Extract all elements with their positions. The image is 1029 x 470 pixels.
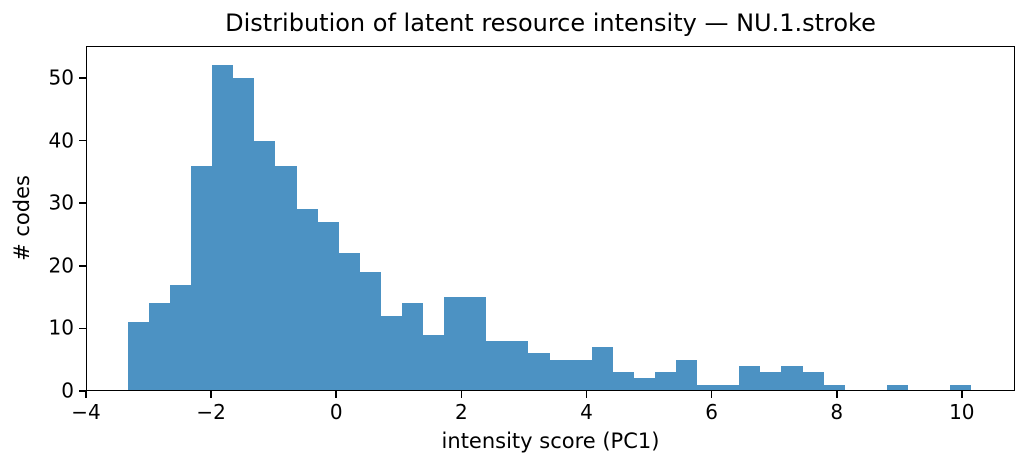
histogram-bar (149, 303, 171, 391)
y-tick-mark (79, 77, 86, 79)
histogram-bar (612, 372, 634, 391)
histogram-bar (191, 165, 213, 391)
histogram-bar (654, 372, 677, 391)
histogram-bar (254, 140, 276, 391)
chart-title: Distribution of latent resource intensit… (225, 9, 876, 37)
histogram-bar (950, 384, 972, 391)
x-tick-mark (210, 391, 212, 398)
histogram-bar (296, 209, 318, 391)
histogram-bar (760, 372, 782, 391)
histogram-bar (444, 297, 466, 391)
histogram-bar (570, 359, 592, 391)
histogram-bar (739, 365, 761, 391)
histogram-bar (886, 384, 908, 391)
histogram-bar (212, 65, 234, 391)
plot-area (86, 46, 1015, 391)
histogram-bar (676, 359, 698, 391)
x-tick-label: −2 (196, 400, 226, 424)
histogram-bar (127, 322, 149, 391)
histogram-bar (781, 365, 803, 391)
histogram-bar (633, 378, 655, 391)
y-tick-label: 0 (61, 378, 74, 403)
x-tick-label: 0 (329, 400, 343, 424)
x-tick-mark (710, 391, 713, 398)
histogram-bar (697, 384, 719, 391)
x-tick-label: 4 (580, 400, 593, 424)
y-tick-label: 40 (48, 128, 74, 153)
y-tick-mark (79, 390, 86, 392)
histogram-bar (591, 347, 613, 391)
histogram-bar (802, 372, 824, 391)
histogram-bar (317, 221, 339, 391)
x-tick-mark (585, 391, 588, 398)
histogram-bar (823, 384, 845, 391)
histogram-bar (486, 340, 508, 391)
histogram-bar (359, 272, 381, 391)
histogram-bar (423, 334, 445, 391)
x-tick-mark (85, 391, 87, 398)
histogram-bar (718, 384, 740, 391)
x-tick-label: 6 (705, 400, 718, 424)
histogram-bar (338, 253, 360, 391)
y-tick-mark (79, 202, 86, 204)
histogram-bar (528, 353, 550, 391)
y-axis-label: # codes (10, 175, 34, 261)
histogram-bar (549, 359, 571, 391)
histogram-bar (465, 297, 487, 391)
x-tick-label: 2 (454, 400, 468, 424)
y-tick-label: 20 (48, 253, 74, 278)
x-tick-mark (460, 391, 463, 398)
histogram-bar (170, 284, 192, 391)
x-tick-label: 10 (949, 400, 975, 424)
histogram-bar (401, 303, 424, 391)
histogram-bar (233, 77, 255, 391)
x-tick-label: −4 (71, 400, 101, 424)
x-tick-mark (961, 391, 963, 398)
y-tick-mark (79, 264, 86, 267)
histogram-bar (507, 340, 529, 391)
y-tick-mark (79, 327, 86, 330)
axes-frame (86, 46, 1015, 391)
y-tick-label: 30 (48, 190, 74, 215)
x-tick-mark (335, 391, 338, 398)
y-tick-mark (79, 139, 86, 142)
histogram-bar (275, 165, 297, 391)
x-tick-mark (835, 391, 838, 398)
x-tick-label: 8 (830, 400, 844, 424)
y-tick-label: 10 (48, 315, 74, 340)
x-axis-label: intensity score (PC1) (441, 429, 660, 453)
y-tick-label: 50 (48, 65, 74, 90)
histogram-bar (380, 315, 402, 391)
